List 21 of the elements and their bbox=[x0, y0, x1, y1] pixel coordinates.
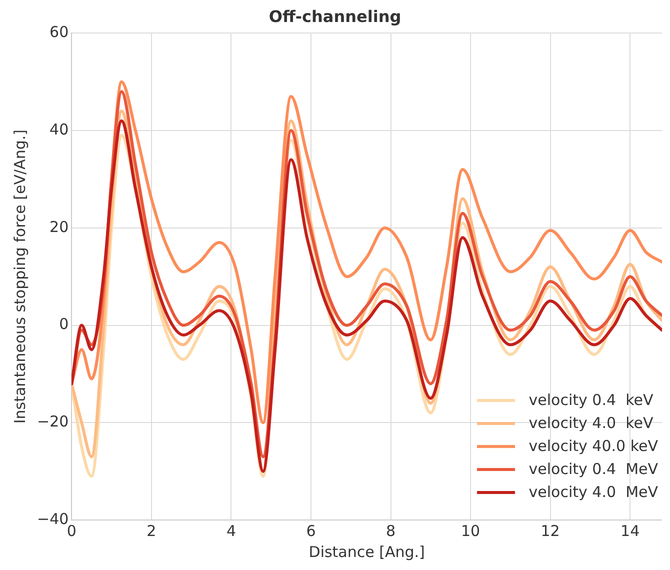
legend-label: velocity 4.0 MeV bbox=[528, 482, 658, 503]
y-tick-label: 0 bbox=[59, 315, 69, 334]
x-tick-label: 12 bbox=[540, 522, 560, 540]
y-tick-label: −40 bbox=[37, 510, 69, 528]
legend-label: velocity 0.4 MeV bbox=[528, 459, 658, 480]
chart-title: Off-channeling bbox=[268, 6, 402, 26]
legend-label: velocity 40.0 keV bbox=[528, 436, 658, 457]
legend-label: velocity 4.0 keV bbox=[528, 413, 654, 434]
y-tick-label: 40 bbox=[50, 120, 69, 138]
y-tick-label: 60 bbox=[50, 23, 69, 42]
legend-label: velocity 0.4 keV bbox=[528, 390, 654, 411]
y-tick-label: 20 bbox=[50, 218, 69, 236]
y-axis-title: Instantaneous stopping force [eV/Ang.] bbox=[10, 130, 29, 424]
x-tick-label: 4 bbox=[226, 522, 236, 540]
y-tick-label: −20 bbox=[37, 412, 69, 431]
x-axis-title: Distance [Ang.] bbox=[308, 542, 425, 561]
x-tick-label: 10 bbox=[460, 522, 480, 540]
x-tick-label: 6 bbox=[306, 522, 316, 540]
x-tick-label: 8 bbox=[386, 522, 396, 540]
x-tick-label: 2 bbox=[146, 522, 156, 540]
x-tick-label: 14 bbox=[620, 522, 640, 540]
